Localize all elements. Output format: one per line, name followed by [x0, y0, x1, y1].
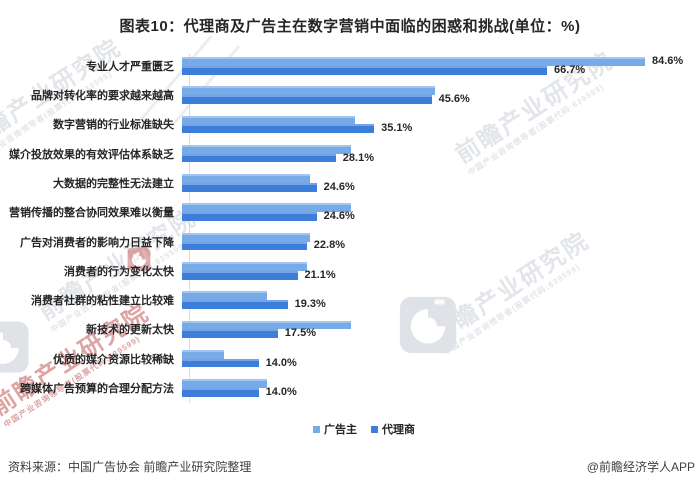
- chart-row: 消费者社群的粘性建立比较难 19.3%: [0, 291, 700, 310]
- bar-agency: [182, 241, 307, 251]
- value-label: 14.0%: [265, 356, 297, 369]
- chart-row: 品牌对转化率的要求越来越高 45.6%: [0, 86, 700, 104]
- category-label: 消费者的行为变化太快: [64, 265, 174, 278]
- value-label: 84.6%: [652, 54, 684, 67]
- bar-agency: [182, 95, 432, 104]
- category-label: 新技术的更新太快: [86, 324, 174, 337]
- bar-agency: [182, 153, 336, 163]
- bar-advertiser: [182, 349, 225, 359]
- bar-agency: [182, 358, 259, 368]
- category-label: 数字营销的行业标准缺失: [53, 119, 174, 132]
- bar-advertiser: [182, 174, 310, 183]
- value-label: 14.0%: [265, 385, 297, 398]
- legend: 广告主 代理商: [14, 421, 700, 437]
- chart-row: 新技术的更新太快 17.5%: [0, 320, 700, 340]
- chart-row: 媒介投放效果的有效评估体系缺乏 28.1%: [0, 144, 700, 164]
- chart-row: 跨媒体广告预算的合理分配方法 14.0%: [0, 379, 700, 397]
- source-note: 资料来源：中国广告协会 前瞻产业研究院整理: [8, 460, 252, 474]
- value-label: 17.5%: [284, 327, 316, 340]
- chart-rows: 专业人才严重匮乏 84.6% 66.7% 品牌对转化率的要求越来越高 45.6% 数字营销…: [0, 54, 700, 409]
- value-label: 28.1%: [342, 151, 374, 164]
- category-label: 专业人才严重匮乏: [86, 60, 174, 73]
- value-label: 24.6%: [323, 210, 355, 223]
- bar-advertiser: [182, 379, 267, 389]
- category-label: 媒介投放效果的有效评估体系缺乏: [9, 148, 174, 161]
- bar-advertiser: [182, 262, 307, 271]
- bar-advertiser: [182, 57, 645, 66]
- category-label: 营销传播的整合协同效果难以衡量: [9, 207, 174, 220]
- bar-agency: [182, 329, 278, 339]
- chart-row: 大数据的完整性无法建立 24.6%: [0, 174, 700, 192]
- chart-row: 营销传播的整合协同效果难以衡量 24.6%: [0, 203, 700, 223]
- legend-item-advertiser: 广告主: [313, 421, 357, 437]
- value-label: 22.8%: [313, 239, 345, 252]
- category-label: 跨媒体广告预算的合理分配方法: [20, 383, 174, 396]
- bar-agency: [182, 270, 298, 280]
- footer: 资料来源：中国广告协会 前瞻产业研究院整理 @前瞻经济学人APP: [8, 458, 695, 475]
- chart-row: 数字营销的行业标准缺失 35.1%: [0, 115, 700, 135]
- bar-advertiser: [182, 115, 355, 125]
- value-label: 35.1%: [381, 122, 413, 135]
- value-label: 66.7%: [554, 63, 586, 76]
- chart-row: 广告对消费者的影响力日益下降 22.8%: [0, 232, 700, 252]
- bar-advertiser: [182, 232, 310, 242]
- legend-swatch: [313, 425, 320, 433]
- legend-label: 代理商: [382, 424, 415, 436]
- chart-row: 消费者的行为变化太快 21.1%: [0, 262, 700, 280]
- bar-agency: [182, 212, 317, 221]
- legend-item-agency: 代理商: [371, 421, 415, 437]
- bar-advertiser: [182, 144, 352, 154]
- bar-agency: [182, 124, 375, 134]
- legend-label: 广告主: [324, 424, 357, 436]
- bar-advertiser: [182, 320, 352, 330]
- chart-row: 专业人才严重匮乏 84.6% 66.7%: [0, 54, 700, 76]
- bar-agency: [182, 182, 317, 192]
- bar-advertiser: [182, 291, 267, 301]
- chart-title: 图表10：代理商及广告主在数字营销中面临的困惑和挑战(单位：%): [119, 18, 581, 35]
- category-label: 广告对消费者的影响力日益下降: [20, 236, 174, 249]
- bar-advertiser: [182, 86, 435, 96]
- category-label: 优质的媒介资源比较稀缺: [53, 353, 174, 366]
- bar-agency: [182, 65, 547, 75]
- value-label: 21.1%: [304, 268, 336, 281]
- value-label: 24.6%: [323, 180, 355, 193]
- bar-agency: [182, 300, 288, 309]
- category-label: 大数据的完整性无法建立: [53, 177, 174, 190]
- value-label: 45.6%: [438, 92, 470, 105]
- category-label: 品牌对转化率的要求越来越高: [31, 90, 174, 103]
- y-axis-line: [189, 54, 190, 403]
- legend-swatch: [371, 425, 378, 433]
- bar-agency: [182, 388, 259, 397]
- bar-advertiser: [182, 203, 352, 213]
- brand-note: @前瞻经济学人APP: [586, 460, 695, 474]
- chart-row: 优质的媒介资源比较稀缺 14.0%: [0, 349, 700, 369]
- category-label: 消费者社群的粘性建立比较难: [31, 295, 174, 308]
- value-label: 19.3%: [294, 298, 326, 310]
